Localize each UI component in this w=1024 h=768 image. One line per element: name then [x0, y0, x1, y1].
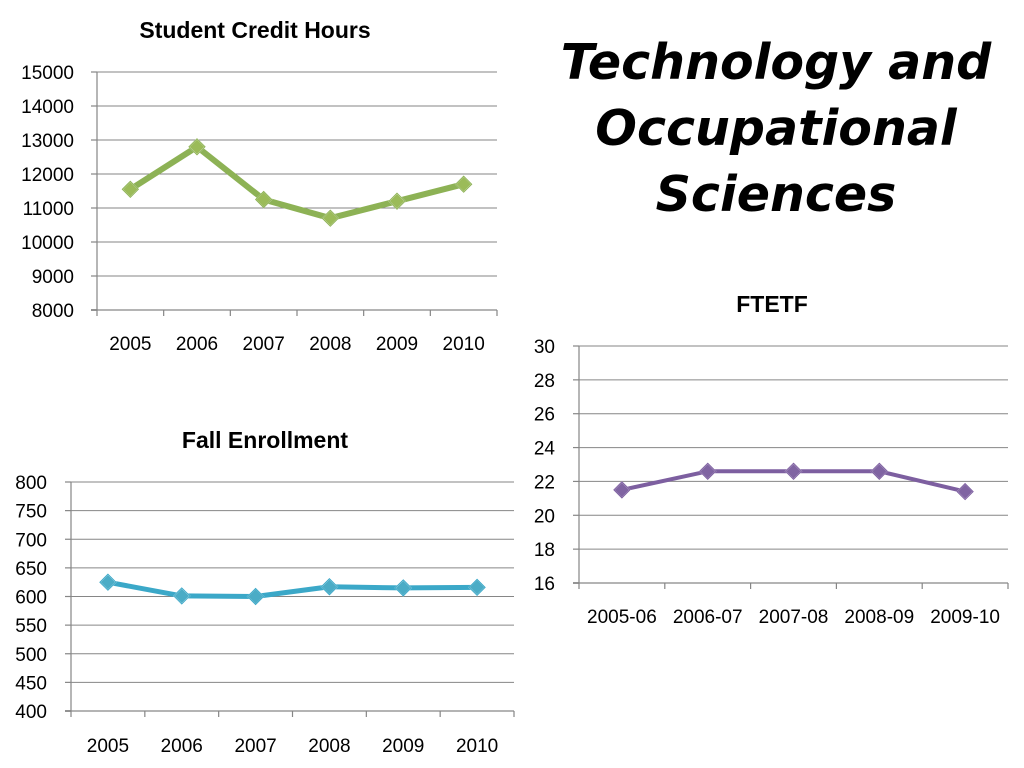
chart-title: Fall Enrollment [182, 427, 348, 453]
data-point-marker [956, 482, 974, 501]
data-point-outline [454, 175, 473, 193]
data-point-outline [246, 587, 265, 606]
y-tick-label: 22 [534, 472, 555, 493]
y-tick-label: 20 [534, 506, 555, 527]
x-tick-label: 2008-09 [844, 607, 914, 628]
x-tick-label: 2005 [87, 736, 129, 757]
y-tick-label: 10000 [21, 233, 74, 254]
y-tick-label: 15000 [21, 63, 74, 84]
y-tick-label: 12000 [21, 165, 74, 186]
data-point-outline [121, 180, 140, 199]
chart-title: FTETF [736, 291, 808, 317]
data-point-outline [956, 482, 974, 501]
data-point-outline [188, 138, 206, 156]
data-point-outline [99, 573, 117, 591]
y-tick-label: 800 [15, 473, 47, 494]
x-tick-label: 2008 [308, 736, 350, 757]
y-tick-label: 28 [534, 371, 555, 392]
y-tick-label: 400 [15, 702, 47, 723]
data-point-outline [394, 579, 412, 597]
y-tick-label: 24 [534, 439, 556, 460]
y-tick-label: 9000 [32, 267, 74, 288]
slide-title-line: Occupational [595, 100, 957, 157]
y-tick-label: 650 [15, 559, 47, 580]
data-point-outline [388, 192, 406, 210]
series-line [107, 579, 478, 599]
series-line [128, 143, 465, 222]
data-point-outline [870, 462, 889, 480]
y-tick-label: 700 [15, 530, 47, 551]
x-tick-label: 2006 [176, 334, 218, 355]
y-tick-label: 18 [534, 540, 555, 561]
data-point-outline [254, 190, 273, 209]
x-tick-label: 2010 [456, 736, 498, 757]
data-point-outline [173, 587, 191, 605]
x-tick-label: 2008 [309, 334, 351, 355]
data-point-outline [784, 462, 803, 480]
y-tick-label: 450 [15, 673, 47, 694]
x-tick-label: 2005-06 [587, 607, 657, 628]
y-tick-label: 16 [534, 574, 555, 595]
y-tick-label: 750 [15, 502, 47, 523]
slide-title-line: Technology and [560, 34, 992, 91]
x-tick-label: 2007 [234, 736, 276, 757]
data-point-outline [698, 462, 717, 480]
x-tick-label: 2007 [243, 334, 285, 355]
y-tick-label: 13000 [21, 131, 74, 152]
y-tick-label: 14000 [21, 97, 74, 118]
x-tick-label: 2009-10 [930, 607, 1000, 628]
data-point-marker [613, 481, 631, 499]
x-tick-label: 2007-08 [759, 607, 829, 628]
x-tick-label: 2009 [376, 334, 418, 355]
y-tick-label: 11000 [23, 199, 74, 220]
data-point-marker [698, 462, 717, 481]
x-tick-label: 2005 [109, 334, 151, 355]
data-point-marker [784, 462, 803, 481]
y-tick-label: 26 [534, 405, 555, 426]
data-point-outline [468, 578, 486, 597]
chart-title: Student Credit Hours [139, 17, 370, 43]
x-tick-label: 2006-07 [673, 607, 743, 628]
y-tick-label: 500 [15, 645, 47, 666]
slide-title-line: Sciences [655, 166, 897, 223]
x-tick-label: 2010 [443, 334, 485, 355]
data-point-marker [870, 462, 889, 481]
y-tick-label: 30 [534, 337, 555, 358]
data-point-outline [320, 578, 339, 596]
x-tick-label: 2009 [382, 736, 424, 757]
slide-title: Technology and Occupational Sciences [540, 30, 1012, 228]
data-point-outline [321, 209, 340, 227]
y-tick-label: 600 [15, 588, 47, 609]
y-tick-label: 8000 [32, 301, 74, 322]
x-tick-label: 2006 [161, 736, 203, 757]
data-point-outline [613, 481, 631, 499]
y-tick-label: 550 [15, 616, 47, 637]
